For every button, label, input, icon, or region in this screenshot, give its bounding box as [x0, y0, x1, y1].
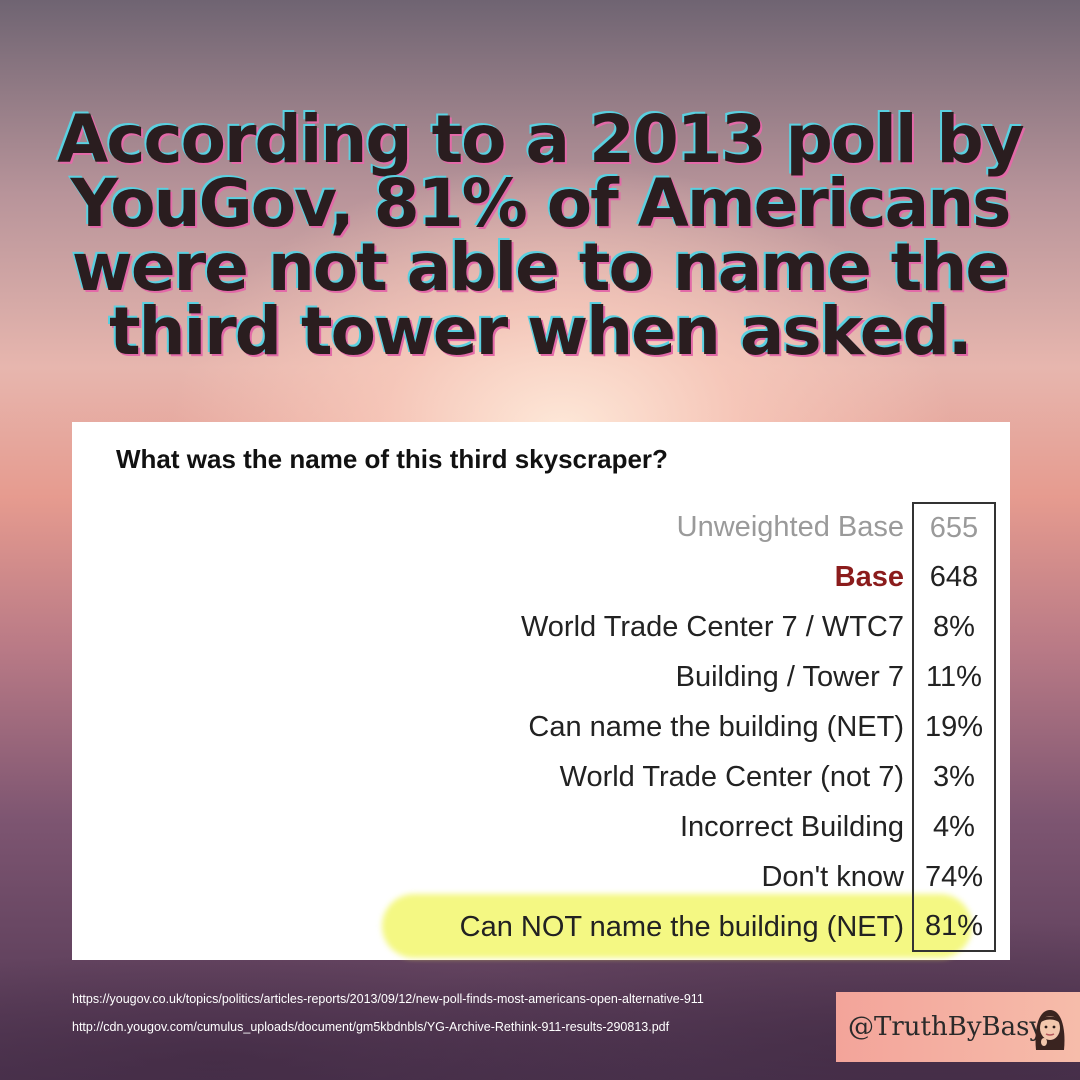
table-row: Base 648 [72, 552, 996, 602]
headline: According to a 2013 poll by YouGov, 81% … [57, 101, 1024, 370]
row-value: 655 [912, 502, 996, 552]
row-label: Can NOT name the building (NET) [459, 910, 904, 943]
table-row: Don't know 74% [72, 852, 996, 902]
row-label: Can name the building (NET) [528, 710, 904, 743]
table-question: What was the name of this third skyscrap… [116, 444, 668, 474]
table-row: World Trade Center (not 7) 3% [72, 752, 996, 802]
row-label: Base [834, 560, 904, 593]
row-value: 11% [912, 652, 996, 702]
author-handle-badge: @TruthByBasya [836, 992, 1080, 1062]
table-row: World Trade Center 7 / WTC7 8% [72, 602, 996, 652]
row-label: Incorrect Building [679, 810, 904, 843]
table-row: Can name the building (NET) 19% [72, 702, 996, 752]
row-label: Don't know [761, 860, 904, 893]
source-links: https://yougov.co.uk/topics/politics/art… [72, 992, 704, 1048]
row-value: 3% [912, 752, 996, 802]
table-row: Incorrect Building 4% [72, 802, 996, 852]
highlight-marker [382, 894, 972, 958]
row-value: 74% [912, 852, 996, 902]
avatar-icon [1035, 1010, 1065, 1050]
table-row-highlighted: Can NOT name the building (NET) 81% [72, 902, 996, 952]
row-label: Building / Tower 7 [675, 660, 904, 693]
row-value: 4% [912, 802, 996, 852]
table-row: Unweighted Base 655 [72, 502, 996, 552]
row-label: World Trade Center (not 7) [559, 760, 904, 793]
row-value: 19% [912, 702, 996, 752]
row-label: World Trade Center 7 / WTC7 [520, 610, 904, 643]
source-link[interactable]: http://cdn.yougov.com/cumulus_uploads/do… [72, 1020, 670, 1034]
row-label: Unweighted Base [676, 510, 904, 543]
source-link[interactable]: https://yougov.co.uk/topics/politics/art… [72, 992, 704, 1006]
row-value: 81% [912, 902, 996, 952]
row-value: 8% [912, 602, 996, 652]
poll-table-card: What was the name of this third skyscrap… [72, 422, 1010, 960]
table-row: Building / Tower 7 11% [72, 652, 996, 702]
results-table: Unweighted Base 655 Base 648 World Trade… [72, 502, 996, 952]
author-handle: @TruthByBasya [848, 1012, 1060, 1042]
row-value: 648 [912, 552, 996, 602]
